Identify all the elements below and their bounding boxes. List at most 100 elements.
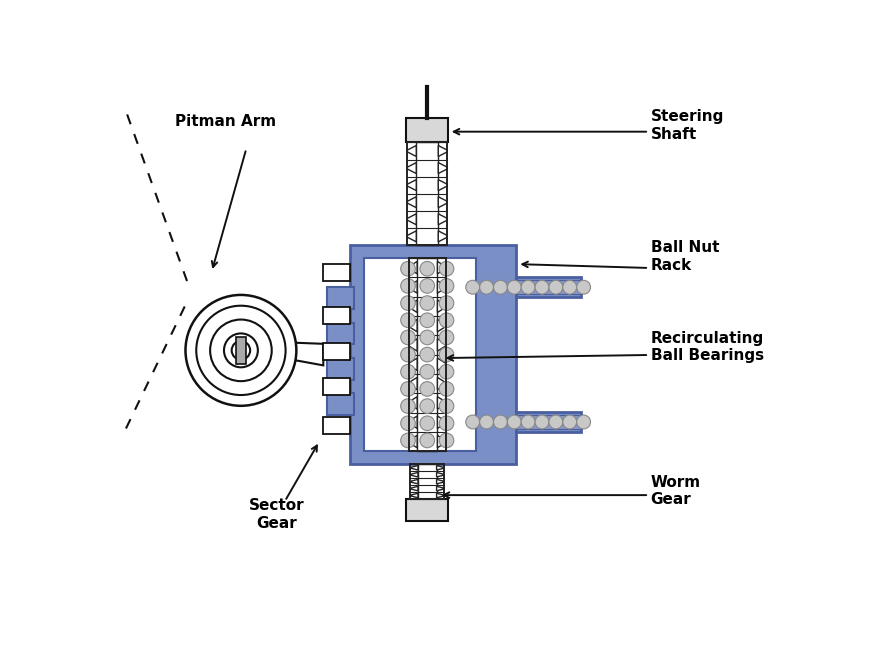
Circle shape [480, 280, 494, 294]
Circle shape [420, 313, 435, 328]
Polygon shape [407, 197, 416, 208]
Bar [407, 118, 448, 143]
Circle shape [563, 415, 577, 429]
Polygon shape [438, 281, 445, 293]
Circle shape [536, 415, 549, 429]
Bar [516, 277, 581, 297]
Circle shape [401, 313, 416, 328]
Circle shape [420, 364, 435, 379]
Circle shape [420, 399, 435, 413]
Circle shape [439, 399, 454, 413]
Circle shape [401, 364, 416, 379]
Polygon shape [409, 416, 417, 428]
Circle shape [401, 433, 416, 447]
Bar [516, 412, 581, 432]
Circle shape [224, 333, 258, 368]
Polygon shape [409, 338, 417, 351]
Circle shape [401, 381, 416, 396]
Polygon shape [437, 486, 444, 491]
Bar [407, 143, 447, 245]
Circle shape [536, 280, 549, 294]
Polygon shape [409, 358, 417, 370]
Circle shape [232, 341, 250, 360]
Polygon shape [438, 180, 447, 190]
Polygon shape [437, 465, 444, 470]
Circle shape [493, 415, 507, 429]
Polygon shape [407, 231, 416, 242]
Bar [410, 464, 444, 499]
Bar [327, 358, 354, 379]
Circle shape [420, 295, 435, 311]
Circle shape [186, 295, 297, 406]
Polygon shape [407, 163, 416, 174]
Circle shape [577, 415, 591, 429]
Circle shape [507, 415, 522, 429]
Polygon shape [407, 180, 416, 190]
Text: Pitman Arm: Pitman Arm [175, 114, 276, 129]
Circle shape [196, 305, 285, 395]
Circle shape [401, 278, 416, 293]
Circle shape [439, 330, 454, 345]
Polygon shape [438, 338, 445, 351]
Circle shape [577, 280, 591, 294]
Bar [324, 417, 350, 434]
Polygon shape [409, 281, 417, 293]
Circle shape [420, 330, 435, 345]
Polygon shape [438, 436, 445, 447]
Text: Worm
Gear: Worm Gear [651, 475, 701, 508]
Polygon shape [437, 493, 444, 498]
Circle shape [401, 295, 416, 311]
Polygon shape [410, 465, 418, 470]
Circle shape [439, 295, 454, 311]
Bar [417, 258, 438, 451]
Polygon shape [409, 262, 417, 274]
Text: Sector
Gear: Sector Gear [249, 498, 304, 531]
Polygon shape [438, 377, 445, 390]
Polygon shape [438, 163, 447, 174]
Bar [327, 323, 354, 344]
Text: Steering
Shaft: Steering Shaft [651, 109, 724, 141]
Circle shape [563, 280, 577, 294]
Circle shape [466, 280, 480, 294]
Polygon shape [438, 416, 445, 428]
Polygon shape [410, 493, 418, 498]
Circle shape [549, 415, 563, 429]
Circle shape [420, 261, 435, 276]
Polygon shape [438, 300, 445, 313]
Bar [516, 415, 582, 429]
Bar [516, 280, 582, 294]
Polygon shape [438, 358, 445, 370]
Circle shape [439, 313, 454, 328]
Circle shape [420, 278, 435, 293]
Polygon shape [438, 197, 447, 208]
Polygon shape [410, 486, 418, 491]
Polygon shape [407, 214, 416, 225]
Bar [418, 464, 437, 499]
Circle shape [420, 381, 435, 396]
Polygon shape [438, 145, 447, 157]
Circle shape [401, 347, 416, 362]
Text: Recirculating
Ball Bearings: Recirculating Ball Bearings [651, 331, 764, 364]
Polygon shape [407, 145, 416, 157]
Polygon shape [410, 473, 418, 477]
Circle shape [439, 416, 454, 430]
Circle shape [420, 433, 435, 447]
Polygon shape [284, 342, 324, 366]
Bar [409, 258, 445, 451]
Circle shape [466, 415, 480, 429]
Circle shape [401, 399, 416, 413]
Bar [324, 264, 350, 281]
Circle shape [439, 433, 454, 447]
Bar [324, 342, 350, 360]
Bar [327, 393, 354, 415]
Polygon shape [409, 377, 417, 390]
Polygon shape [438, 231, 447, 242]
Polygon shape [437, 479, 444, 484]
Bar [350, 245, 516, 464]
Circle shape [507, 280, 522, 294]
Bar [407, 499, 448, 520]
Circle shape [439, 278, 454, 293]
Bar [416, 143, 438, 245]
Polygon shape [409, 397, 417, 409]
Polygon shape [409, 300, 417, 313]
